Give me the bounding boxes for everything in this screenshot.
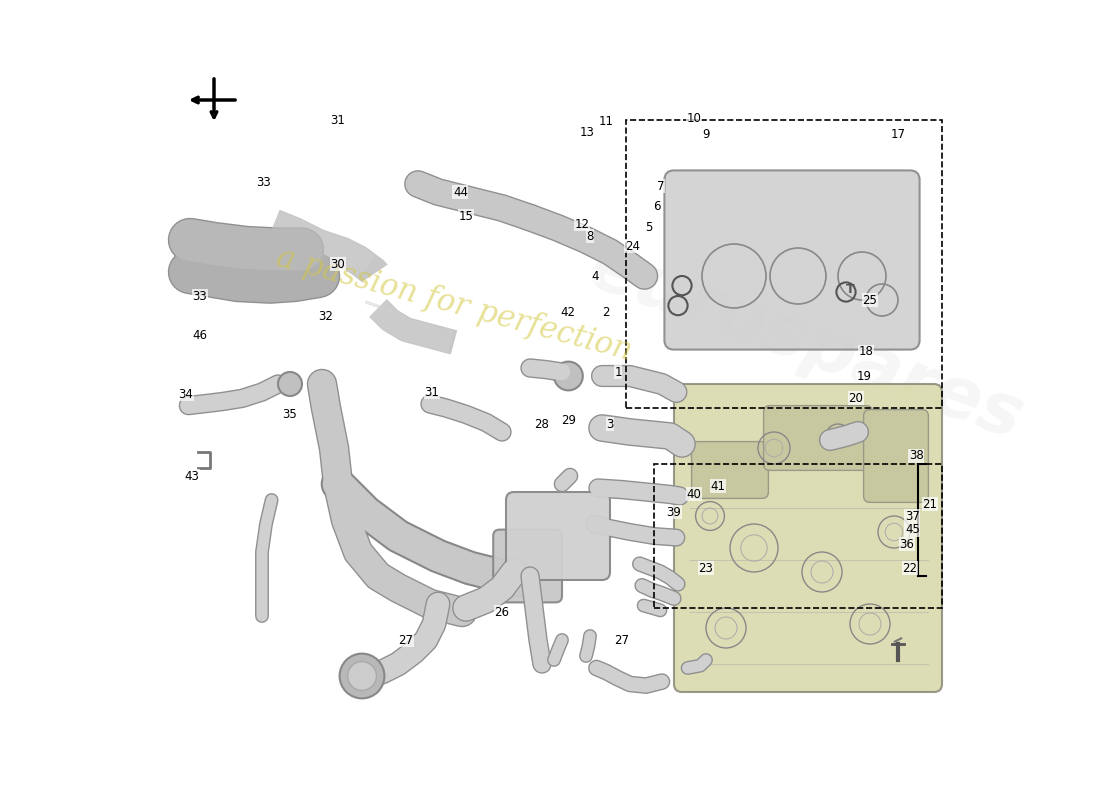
Text: 31: 31 bbox=[425, 386, 439, 398]
Text: 8: 8 bbox=[586, 230, 594, 242]
Text: a passion for perfection: a passion for perfection bbox=[273, 242, 635, 366]
Bar bbox=[626, 120, 942, 408]
Text: eurospares: eurospares bbox=[580, 234, 1033, 454]
Text: 2: 2 bbox=[603, 306, 609, 318]
Text: 26: 26 bbox=[495, 606, 509, 618]
FancyBboxPatch shape bbox=[763, 406, 872, 470]
Text: 17: 17 bbox=[891, 128, 905, 141]
Text: 41: 41 bbox=[711, 480, 726, 493]
Text: 29: 29 bbox=[561, 414, 576, 426]
Text: 40: 40 bbox=[686, 488, 702, 501]
Text: 11: 11 bbox=[598, 115, 614, 128]
Text: 37: 37 bbox=[905, 510, 920, 522]
FancyBboxPatch shape bbox=[506, 492, 610, 580]
Text: 12: 12 bbox=[574, 218, 590, 230]
Text: 24: 24 bbox=[625, 240, 640, 253]
Circle shape bbox=[278, 372, 303, 396]
Text: 18: 18 bbox=[859, 346, 873, 358]
Circle shape bbox=[554, 362, 583, 390]
Text: 5: 5 bbox=[646, 222, 653, 234]
Text: 44: 44 bbox=[453, 186, 468, 198]
Text: 1: 1 bbox=[614, 366, 622, 378]
Text: 34: 34 bbox=[178, 388, 194, 401]
FancyBboxPatch shape bbox=[674, 384, 942, 692]
Text: 23: 23 bbox=[698, 562, 714, 574]
Text: 28: 28 bbox=[534, 418, 549, 430]
Text: 38: 38 bbox=[909, 450, 924, 462]
Text: 4: 4 bbox=[592, 270, 600, 282]
Text: 21: 21 bbox=[923, 498, 937, 510]
Text: 33: 33 bbox=[256, 176, 271, 189]
Text: T: T bbox=[846, 283, 855, 296]
Text: 39: 39 bbox=[667, 506, 681, 518]
Text: 20: 20 bbox=[848, 392, 864, 405]
Text: 13: 13 bbox=[580, 126, 595, 138]
Text: 30: 30 bbox=[331, 258, 345, 270]
Text: 10: 10 bbox=[686, 112, 702, 125]
Text: 33: 33 bbox=[192, 290, 207, 302]
Text: 27: 27 bbox=[398, 634, 414, 646]
Text: 7: 7 bbox=[657, 180, 664, 193]
FancyBboxPatch shape bbox=[692, 442, 769, 498]
FancyBboxPatch shape bbox=[664, 170, 920, 350]
FancyBboxPatch shape bbox=[864, 410, 928, 502]
Circle shape bbox=[340, 654, 384, 698]
Text: 9: 9 bbox=[702, 128, 710, 141]
Text: 36: 36 bbox=[900, 538, 914, 550]
Text: 35: 35 bbox=[283, 408, 297, 421]
Text: 32: 32 bbox=[319, 310, 333, 322]
Text: 27: 27 bbox=[615, 634, 629, 646]
Text: 45: 45 bbox=[905, 523, 920, 536]
Text: 43: 43 bbox=[184, 470, 199, 482]
Text: 22: 22 bbox=[902, 562, 917, 574]
Text: 6: 6 bbox=[652, 200, 660, 213]
Text: 42: 42 bbox=[560, 306, 575, 318]
Text: 15: 15 bbox=[459, 210, 473, 222]
Text: 19: 19 bbox=[857, 370, 872, 382]
Circle shape bbox=[348, 662, 376, 690]
Text: 46: 46 bbox=[192, 330, 207, 342]
Bar bbox=[654, 464, 942, 608]
Text: 3: 3 bbox=[606, 418, 614, 430]
Text: 25: 25 bbox=[862, 294, 878, 306]
FancyBboxPatch shape bbox=[493, 530, 562, 602]
Text: 31: 31 bbox=[331, 114, 345, 126]
